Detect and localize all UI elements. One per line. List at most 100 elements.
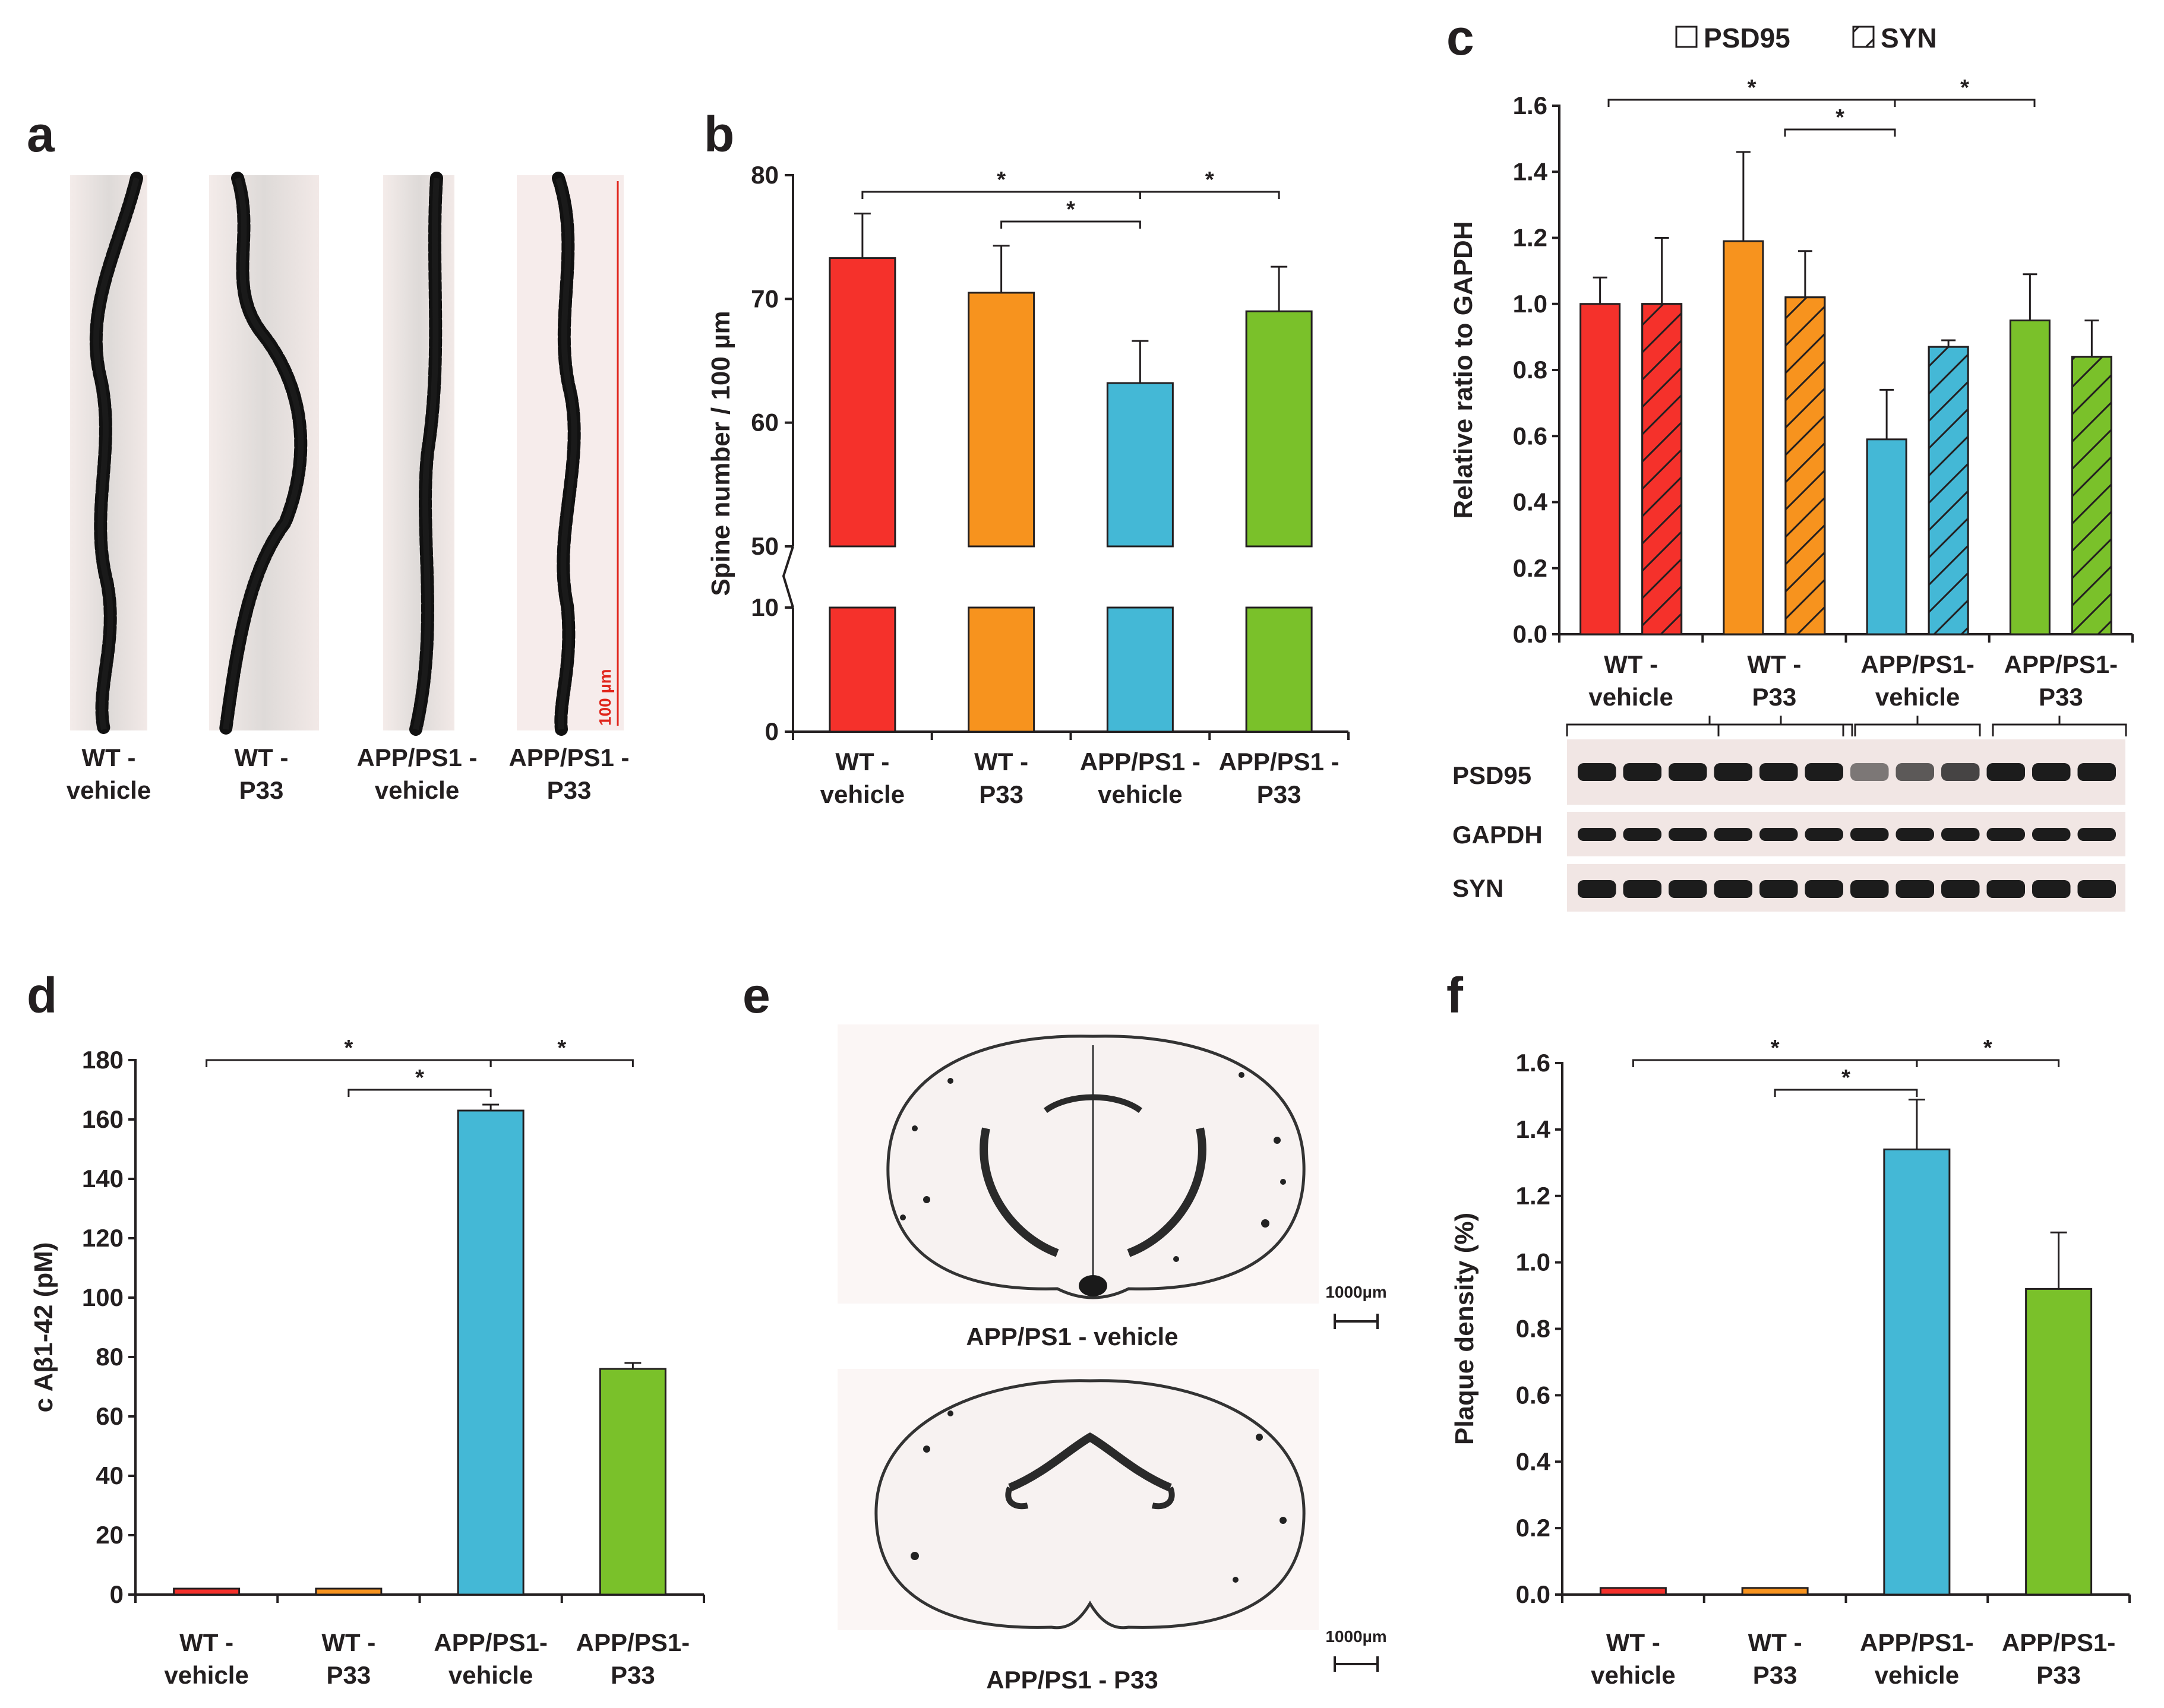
panel-c-category-label-2-line1: APP/PS1- bbox=[1860, 650, 1974, 678]
panel-d-sig-bracket-0 bbox=[206, 1059, 492, 1067]
scale-label-p33: 1000µm bbox=[1325, 1627, 1386, 1646]
panel-f-bar-1 bbox=[1741, 1587, 1809, 1596]
panel-d-category-label-3-line2: P33 bbox=[611, 1661, 655, 1689]
panel-c-category-label-0-line2: vehicle bbox=[1588, 683, 1673, 711]
panel-c-category-label-3-line1: APP/PS1- bbox=[2004, 650, 2118, 678]
panel-c-bar-psd95-3 bbox=[2009, 320, 2051, 635]
panel-f-y-tick-label-6: 1.2 bbox=[1516, 1182, 1550, 1210]
panel-f-y-tick-label-0: 0.0 bbox=[1516, 1580, 1550, 1608]
panel-f-y-axis-title: Plaque density (%) bbox=[1450, 1213, 1479, 1445]
blot-band-psd95-7 bbox=[1896, 763, 1934, 781]
panel-f-y-tick-label-2: 0.4 bbox=[1516, 1447, 1551, 1475]
panel-d-sig-bracket-2 bbox=[489, 1059, 634, 1067]
blot-band-syn-10 bbox=[2032, 880, 2071, 898]
brain-outline-vehicle bbox=[886, 1035, 1306, 1299]
legend-psd95-swatch bbox=[1675, 26, 1698, 48]
blot-band-syn-2 bbox=[1669, 880, 1707, 898]
panel-b-error-bar-0 bbox=[854, 213, 871, 258]
caption-1-line2: vehicle bbox=[67, 776, 151, 804]
panel-d-bar-2 bbox=[457, 1109, 525, 1596]
panel-d-category-label-3-line1: APP/PS1- bbox=[576, 1628, 690, 1656]
panel-f-y-tick-label-7: 1.4 bbox=[1516, 1115, 1551, 1143]
panel-c-bar-psd95-1 bbox=[1723, 240, 1764, 635]
panel-d-bar-3 bbox=[599, 1368, 666, 1596]
panel-d-y-axis-title: c Aβ1-42 (pM) bbox=[29, 1242, 58, 1413]
dendrite-image-4: 100 µm bbox=[517, 172, 624, 736]
panel-b-chart: 50 60 70 80 0 10 WT - vehicle WT - P33 APP/PS1 - ve… bbox=[706, 161, 1350, 808]
panel-d-category-label-2-line1: APP/PS1- bbox=[434, 1628, 547, 1656]
panel-b-error-bar-2 bbox=[1132, 340, 1149, 383]
legend-syn-swatch bbox=[1852, 26, 1875, 48]
panel-f-sig-star-0: * bbox=[1771, 1036, 1780, 1061]
blot-band-syn-9 bbox=[1986, 880, 2025, 898]
panel-c-sig-bracket-1 bbox=[1784, 128, 1896, 137]
panel-c-error-bar-1-1 bbox=[1797, 250, 1812, 298]
panel-d-y-tick-label-1: 20 bbox=[96, 1521, 124, 1549]
panel-b-bar-upper-1 bbox=[968, 292, 1035, 548]
panel-a-captions: WT - vehicle WT - P33 APP/PS1 - vehicle … bbox=[67, 744, 630, 804]
panel-f-category-label-0-line1: WT - bbox=[1606, 1628, 1660, 1656]
panel-f-y-tick-label-5: 1.0 bbox=[1516, 1248, 1550, 1276]
panel-f-chart: 0.0 0.2 0.4 0.6 0.8 1.0 1.2 1.4 1.6 WT - vehicle WT… bbox=[1450, 1036, 2131, 1689]
caption-3-line1: APP/PS1 - bbox=[356, 744, 477, 771]
panel-d-y-tick-label-3: 60 bbox=[96, 1402, 124, 1430]
blot-band-gapdh-4 bbox=[1759, 828, 1798, 841]
panel-label-f: f bbox=[1446, 967, 1464, 1023]
blot-band-psd95-8 bbox=[1941, 763, 1980, 781]
panel-b-axis-break bbox=[782, 546, 794, 608]
panel-b-error-bar-1 bbox=[993, 245, 1010, 293]
panel-f-error-bar-3 bbox=[2050, 1231, 2067, 1289]
blot-band-gapdh-9 bbox=[1986, 828, 2025, 841]
panel-b-sig-bracket-1 bbox=[1000, 220, 1141, 229]
panel-f-y-tick-label-3: 0.6 bbox=[1516, 1381, 1550, 1409]
panel-d-sig-bracket-1 bbox=[347, 1089, 492, 1097]
panel-d-category-label-2-line2: vehicle bbox=[448, 1661, 533, 1689]
panel-f-bar-0 bbox=[1599, 1587, 1667, 1596]
panel-d-error-bar-2 bbox=[482, 1103, 500, 1111]
blot-band-psd95-1 bbox=[1623, 763, 1661, 781]
panel-f-y-tick-label-1: 0.2 bbox=[1516, 1514, 1550, 1542]
scale-bar-p33 bbox=[1334, 1656, 1379, 1672]
panel-b-category-label-3-line2: P33 bbox=[1257, 780, 1301, 808]
panel-b-category-label-2-line2: vehicle bbox=[1098, 780, 1182, 808]
panel-c-bar-hatch-2 bbox=[1928, 346, 1969, 635]
panel-c-category-label-3-line2: P33 bbox=[2039, 683, 2083, 711]
panel-f-sig-bracket-1 bbox=[1774, 1089, 1918, 1097]
panel-c-y-tick-label-3: 0.6 bbox=[1513, 422, 1547, 450]
brain-section-p33 bbox=[838, 1369, 1319, 1630]
panel-d-category-label-1-line1: WT - bbox=[321, 1628, 375, 1656]
panel-c-category-label-0-line1: WT - bbox=[1604, 650, 1658, 678]
panel-c-category-label-2-line2: vehicle bbox=[1875, 683, 1960, 711]
caption-4-line2: P33 bbox=[547, 776, 592, 804]
panel-c-y-tick-label-6: 1.2 bbox=[1513, 224, 1547, 252]
panel-f-error-bar-2 bbox=[1908, 1099, 1925, 1150]
panel-c-bar-psd95-0 bbox=[1579, 303, 1621, 635]
blot-band-syn-3 bbox=[1714, 880, 1752, 898]
panel-c-error-bar-1-3 bbox=[2084, 320, 2099, 357]
blot-band-gapdh-7 bbox=[1896, 828, 1934, 841]
dendrite-image-1 bbox=[70, 172, 147, 736]
panel-f-category-label-1-line1: WT - bbox=[1748, 1628, 1802, 1656]
panel-b-bar-upper-0 bbox=[829, 257, 896, 548]
brain-section-vehicle bbox=[838, 1024, 1319, 1304]
legend-syn-label: SYN bbox=[1881, 23, 1937, 53]
panel-c-bar-hatch-1 bbox=[1784, 296, 1826, 635]
panel-b-bar-upper-2 bbox=[1106, 382, 1174, 548]
blot-label-psd95: PSD95 bbox=[1452, 761, 1531, 789]
brain-caption-vehicle: APP/PS1 - vehicle bbox=[966, 1323, 1178, 1350]
panel-f-y-tick-label-8: 1.6 bbox=[1516, 1049, 1550, 1077]
panel-d-y-tick-label-6: 120 bbox=[82, 1224, 124, 1252]
panel-f-bar-3 bbox=[2025, 1288, 2093, 1596]
blot-band-gapdh-0 bbox=[1578, 828, 1616, 841]
blot-band-psd95-5 bbox=[1805, 763, 1843, 781]
panel-e: APP/PS1 - vehicle APP/PS1 - P33 1000µm 1… bbox=[838, 1024, 1387, 1694]
panel-label-b: b bbox=[704, 106, 734, 162]
dendrite-image-3 bbox=[383, 172, 454, 736]
panel-b-sig-star-2: * bbox=[1205, 167, 1214, 192]
blot-band-syn-7 bbox=[1896, 880, 1934, 898]
blot-band-gapdh-1 bbox=[1623, 828, 1661, 841]
blot-band-gapdh-10 bbox=[2032, 828, 2071, 841]
panel-b-bar-lower-1 bbox=[968, 606, 1035, 733]
panel-d-y-tick-label-5: 100 bbox=[82, 1283, 124, 1311]
blot-band-psd95-3 bbox=[1714, 763, 1752, 781]
